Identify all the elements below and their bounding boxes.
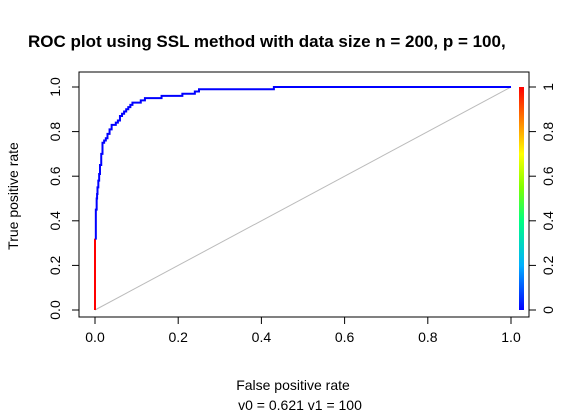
y-tick-label: 0.6 xyxy=(47,166,63,186)
x-axis: 0.0 0.2 0.4 0.6 0.8 1.0 xyxy=(85,317,521,345)
colorbar-tick-label: 0.6 xyxy=(540,166,556,186)
roc-curve xyxy=(94,86,511,310)
y-axis: 0.0 0.2 0.4 0.6 0.8 1.0 xyxy=(47,77,79,320)
x-tick-label: 0.0 xyxy=(85,329,105,345)
x-axis-label: False positive rate xyxy=(236,377,350,393)
y-axis-label: True positive rate xyxy=(5,142,21,250)
colorbar xyxy=(519,87,524,310)
colorbar-tick-label: 0.8 xyxy=(540,122,556,142)
x-tick-label: 0.4 xyxy=(252,329,272,345)
x-tick-label: 0.2 xyxy=(168,329,188,345)
y-tick-label: 0.8 xyxy=(47,122,63,142)
chart-title: ROC plot using SSL method with data size… xyxy=(28,32,506,51)
x-tick-label: 0.8 xyxy=(418,329,438,345)
y-tick-label: 0.4 xyxy=(47,211,63,231)
colorbar-tick-label: 0 xyxy=(540,306,556,314)
x-tick-label: 1.0 xyxy=(501,329,521,345)
colorbar-tick-label: 0.2 xyxy=(540,255,556,275)
colorbar-axis: 0 0.2 0.4 0.6 0.8 1 xyxy=(529,83,556,314)
y-tick-label: 1.0 xyxy=(47,77,63,97)
x-tick-label: 0.6 xyxy=(335,329,355,345)
colorbar-tick-label: 1 xyxy=(540,83,556,91)
chart-subtitle: v0 = 0.621 v1 = 100 xyxy=(238,397,362,413)
colorbar-tick-label: 0.4 xyxy=(540,211,556,231)
y-tick-label: 0.2 xyxy=(47,255,63,275)
diagonal-reference-line xyxy=(94,86,512,311)
roc-curve-line xyxy=(94,86,511,240)
y-tick-label: 0.0 xyxy=(47,300,63,320)
plot-frame xyxy=(78,71,530,318)
